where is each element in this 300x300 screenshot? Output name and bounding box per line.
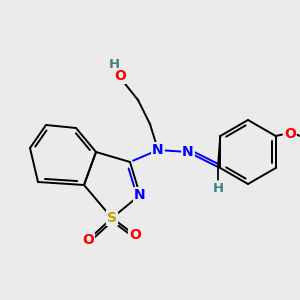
Text: N: N [134, 188, 146, 202]
Text: H: H [212, 182, 224, 194]
Text: N: N [152, 143, 164, 157]
Text: O: O [284, 127, 296, 141]
Text: S: S [107, 211, 117, 225]
Text: O: O [82, 233, 94, 247]
Text: H: H [108, 58, 120, 70]
Text: O: O [114, 69, 126, 83]
Text: O: O [129, 228, 141, 242]
Text: N: N [182, 145, 194, 159]
